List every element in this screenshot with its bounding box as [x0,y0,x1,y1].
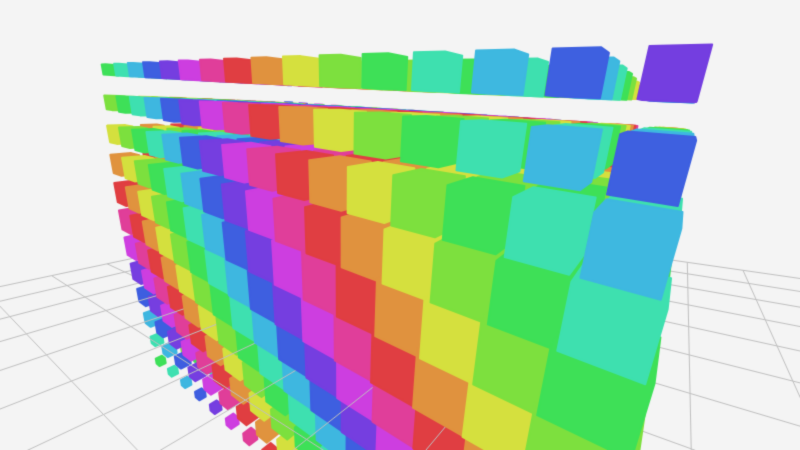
3d-scene-canvas[interactable] [0,0,800,450]
scene-container [0,0,800,450]
